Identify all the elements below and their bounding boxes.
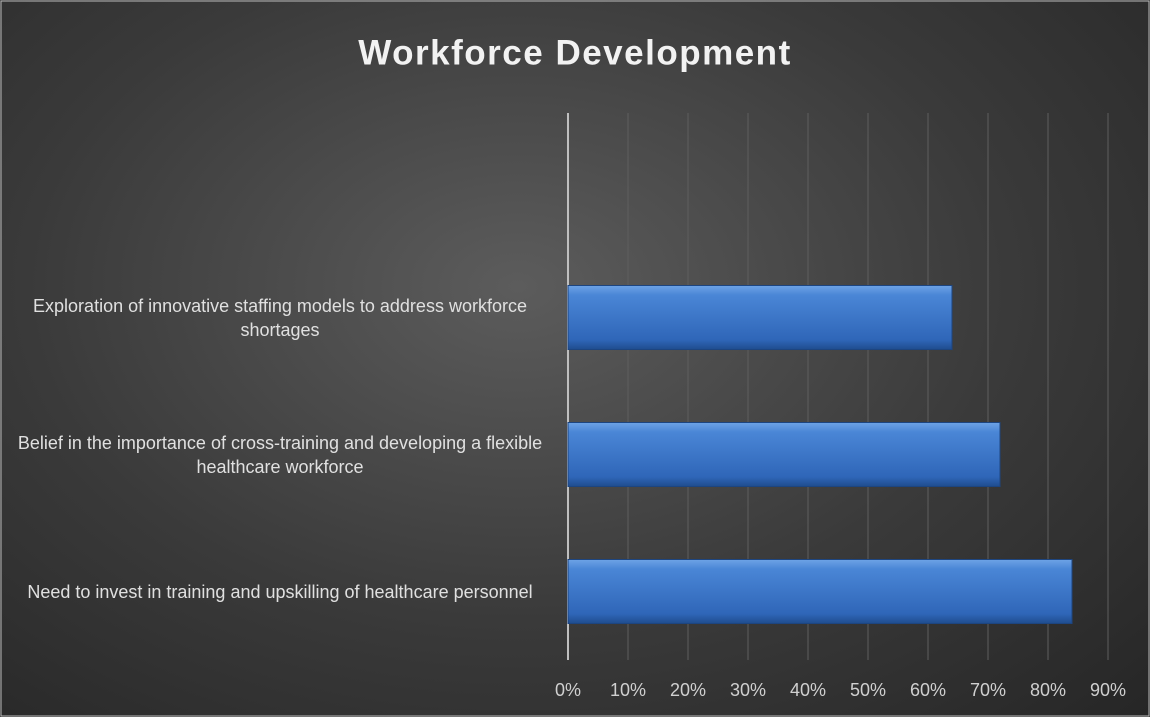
bar — [567, 422, 1001, 487]
x-tick-label: 90% — [1090, 680, 1126, 700]
y-tick-label: Exploration of innovative staffing model… — [33, 295, 527, 340]
x-tick-label: 10% — [610, 680, 646, 700]
x-tick-label: 70% — [970, 680, 1006, 700]
x-tick-label: 40% — [790, 680, 826, 700]
y-tick-label: Need to invest in training and upskillin… — [27, 581, 533, 602]
y-tick-label: Belief in the importance of cross-traini… — [17, 432, 543, 477]
x-tick-label: 30% — [730, 680, 766, 700]
bar — [567, 285, 953, 350]
x-tick-label: 0% — [555, 680, 581, 700]
x-tick-label: 60% — [910, 680, 946, 700]
x-tick-label: 80% — [1030, 680, 1066, 700]
chart-title: Workforce Development — [358, 33, 791, 72]
bar — [567, 559, 1073, 624]
x-tick-label: 50% — [850, 680, 886, 700]
x-tick-label: 20% — [670, 680, 706, 700]
